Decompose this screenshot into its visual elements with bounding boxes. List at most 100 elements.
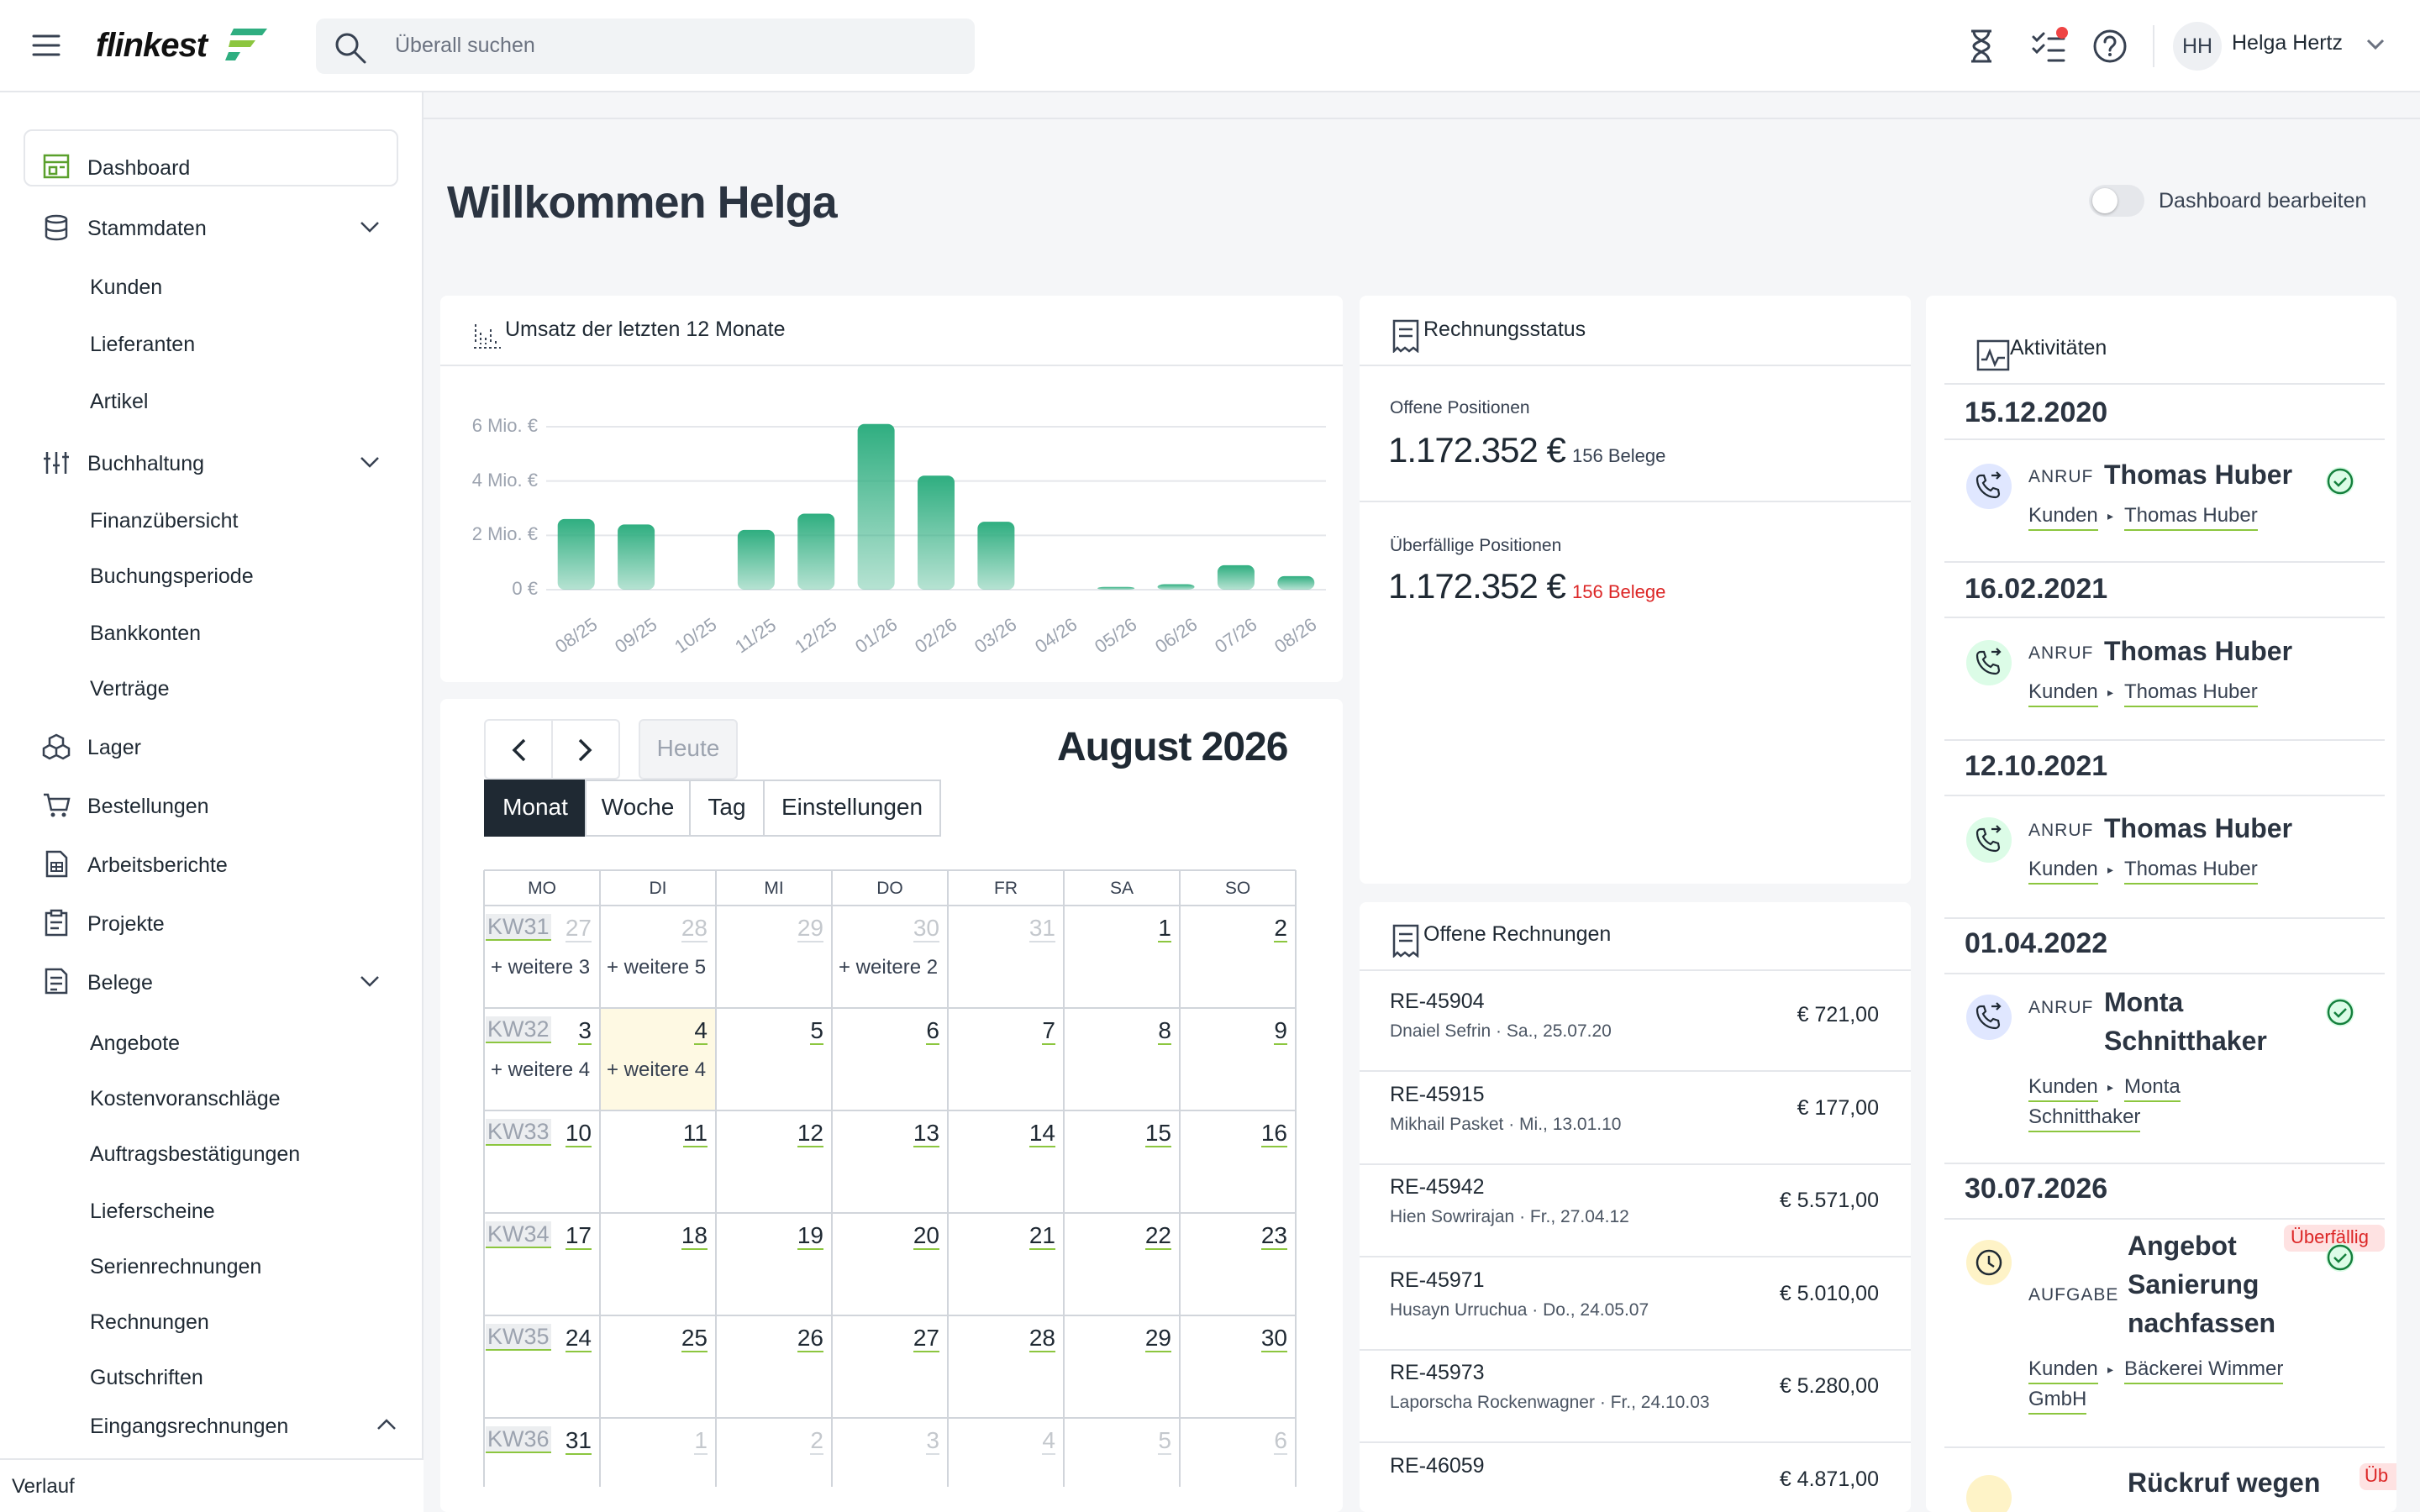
view-month-button[interactable]: Monat xyxy=(484,780,587,837)
activity-title[interactable]: nachfassen xyxy=(2128,1308,2276,1338)
calendar-day[interactable]: 19 xyxy=(797,1222,823,1250)
invoice-number[interactable]: RE-45973 xyxy=(1390,1361,1485,1384)
calendar-day[interactable]: 2 xyxy=(810,1427,823,1455)
prev-month-button[interactable] xyxy=(509,738,529,763)
week-number[interactable]: KW35 xyxy=(486,1324,551,1351)
breadcrumb-link[interactable]: Thomas Huber xyxy=(2124,856,2258,885)
today-button[interactable]: Heute xyxy=(639,719,738,780)
calendar-day[interactable]: 8 xyxy=(1158,1017,1171,1045)
calendar-day[interactable]: 6 xyxy=(926,1017,939,1045)
week-number[interactable]: KW34 xyxy=(486,1221,551,1248)
week-number[interactable]: KW36 xyxy=(486,1426,551,1453)
sidebar-item-vertraege[interactable]: Verträge xyxy=(0,677,424,706)
calendar-day[interactable]: 30 xyxy=(913,915,939,942)
calendar-day[interactable]: 6 xyxy=(1274,1427,1287,1455)
sidebar-item-bankkonten[interactable]: Bankkonten xyxy=(0,622,424,650)
invoice-number[interactable]: RE-45971 xyxy=(1390,1268,1485,1292)
invoice-number[interactable]: RE-45915 xyxy=(1390,1082,1485,1106)
sidebar-item-belege[interactable]: Belege xyxy=(0,968,424,1000)
invoice-number[interactable]: RE-45942 xyxy=(1390,1175,1485,1199)
history-bar[interactable]: Verlauf xyxy=(0,1458,424,1512)
breadcrumb-link[interactable]: Kunden xyxy=(2028,1074,2098,1102)
view-day-button[interactable]: Tag xyxy=(689,780,765,837)
next-month-button[interactable] xyxy=(575,738,595,763)
activity-title[interactable]: Monta xyxy=(2104,987,2184,1017)
calendar-day[interactable]: 22 xyxy=(1144,1222,1171,1250)
calendar-day[interactable]: 21 xyxy=(1028,1222,1055,1250)
sidebar-item-artikel[interactable]: Artikel xyxy=(0,390,424,418)
completed-check-icon[interactable] xyxy=(2321,1238,2360,1277)
sidebar-item-bestellungen[interactable]: Bestellungen xyxy=(0,793,424,823)
sidebar-item-eingangsrechnungen[interactable]: Eingangsrechnungen xyxy=(0,1415,424,1443)
sidebar-item-angebote[interactable]: Angebote xyxy=(0,1032,424,1060)
sidebar-item-buchungsperiode[interactable]: Buchungsperiode xyxy=(0,564,424,593)
calendar-day[interactable]: 4 xyxy=(1042,1427,1055,1455)
chevron-down-icon[interactable] xyxy=(360,220,380,234)
calendar-day[interactable]: 3 xyxy=(578,1017,592,1045)
week-number[interactable]: KW31 xyxy=(486,914,551,941)
menu-icon[interactable] xyxy=(32,34,60,57)
help-icon[interactable] xyxy=(2092,29,2128,64)
calendar-day[interactable]: 20 xyxy=(913,1222,939,1250)
sidebar-item-projekte[interactable]: Projekte xyxy=(0,909,424,941)
sidebar-item-finanzuebersicht[interactable]: Finanzübersicht xyxy=(0,509,424,538)
breadcrumb-link[interactable]: Kunden xyxy=(2028,679,2098,707)
sidebar-item-kostenvoranschlaege[interactable]: Kostenvoranschläge xyxy=(0,1087,424,1116)
breadcrumb-link[interactable]: GmbH xyxy=(2028,1386,2087,1415)
calendar-day[interactable]: 26 xyxy=(797,1325,823,1352)
calendar-day[interactable]: 1 xyxy=(694,1427,708,1455)
sidebar-item-lager[interactable]: Lager xyxy=(0,733,424,764)
sidebar-item-arbeitsberichte[interactable]: Arbeitsberichte xyxy=(0,850,424,882)
calendar-day[interactable]: 2 xyxy=(1274,915,1287,942)
more-events-link[interactable]: + weitere 4 xyxy=(491,1058,591,1081)
calendar-day[interactable]: 31 xyxy=(565,1427,592,1455)
more-events-link[interactable]: + weitere 3 xyxy=(491,956,591,979)
calendar-day[interactable]: 24 xyxy=(565,1325,592,1352)
calendar-day[interactable]: 28 xyxy=(681,915,708,942)
more-events-link[interactable]: + weitere 2 xyxy=(839,956,939,979)
invoice-number[interactable]: RE-45904 xyxy=(1390,990,1485,1013)
chevron-down-icon[interactable] xyxy=(360,974,380,988)
calendar-day[interactable]: 30 xyxy=(1260,1325,1287,1352)
user-name[interactable]: Helga Hertz xyxy=(2232,31,2343,55)
sidebar-item-gutschriften[interactable]: Gutschriften xyxy=(0,1366,424,1394)
calendar-day[interactable]: 1 xyxy=(1158,915,1171,942)
calendar-day[interactable]: 7 xyxy=(1042,1017,1055,1045)
breadcrumb-link[interactable]: Schnitthaker xyxy=(2028,1104,2141,1132)
calendar-settings-button[interactable]: Einstellungen xyxy=(763,780,941,837)
tasks-icon[interactable] xyxy=(2030,27,2069,64)
calendar-day[interactable]: 27 xyxy=(913,1325,939,1352)
sidebar-item-rechnungen[interactable]: Rechnungen xyxy=(0,1310,424,1339)
chevron-down-icon[interactable] xyxy=(360,455,380,469)
breadcrumb-link[interactable]: Bäckerei Wimmer xyxy=(2124,1356,2284,1384)
breadcrumb-link[interactable]: Thomas Huber xyxy=(2124,679,2258,707)
calendar-day[interactable]: 31 xyxy=(1028,915,1055,942)
breadcrumb-link[interactable]: Kunden xyxy=(2028,856,2098,885)
calendar-day[interactable]: 15 xyxy=(1144,1120,1171,1147)
calendar-day[interactable]: 3 xyxy=(926,1427,939,1455)
activity-title[interactable]: Angebot xyxy=(2128,1231,2237,1261)
activity-title[interactable]: Thomas Huber xyxy=(2104,459,2293,490)
calendar-day[interactable]: 10 xyxy=(565,1120,592,1147)
sidebar-item-stammdaten[interactable]: Stammdaten xyxy=(0,214,424,245)
activity-title[interactable]: Thomas Huber xyxy=(2104,636,2293,666)
chevron-up-icon[interactable] xyxy=(376,1418,397,1431)
sidebar-item-lieferscheine[interactable]: Lieferscheine xyxy=(0,1200,424,1228)
completed-check-icon[interactable] xyxy=(2321,462,2360,501)
breadcrumb-link[interactable]: Monta xyxy=(2124,1074,2181,1102)
breadcrumb-link[interactable]: Thomas Huber xyxy=(2124,502,2258,531)
chevron-down-icon[interactable] xyxy=(2366,39,2385,50)
edit-dashboard-toggle[interactable] xyxy=(2089,185,2144,217)
calendar-day[interactable]: 5 xyxy=(810,1017,823,1045)
sidebar-item-kunden[interactable]: Kunden xyxy=(0,276,424,304)
calendar-day[interactable]: 14 xyxy=(1028,1120,1055,1147)
activity-title[interactable]: Thomas Huber xyxy=(2104,813,2293,843)
hourglass-icon[interactable] xyxy=(1965,29,1998,64)
activity-title[interactable]: Sanierung xyxy=(2128,1269,2260,1299)
calendar-day[interactable]: 9 xyxy=(1274,1017,1287,1045)
calendar-day[interactable]: 25 xyxy=(681,1325,708,1352)
sidebar-item-dashboard[interactable] xyxy=(24,129,398,186)
sidebar-item-lieferanten[interactable]: Lieferanten xyxy=(0,333,424,361)
calendar-day[interactable]: 16 xyxy=(1260,1120,1287,1147)
view-week-button[interactable]: Woche xyxy=(585,780,691,837)
